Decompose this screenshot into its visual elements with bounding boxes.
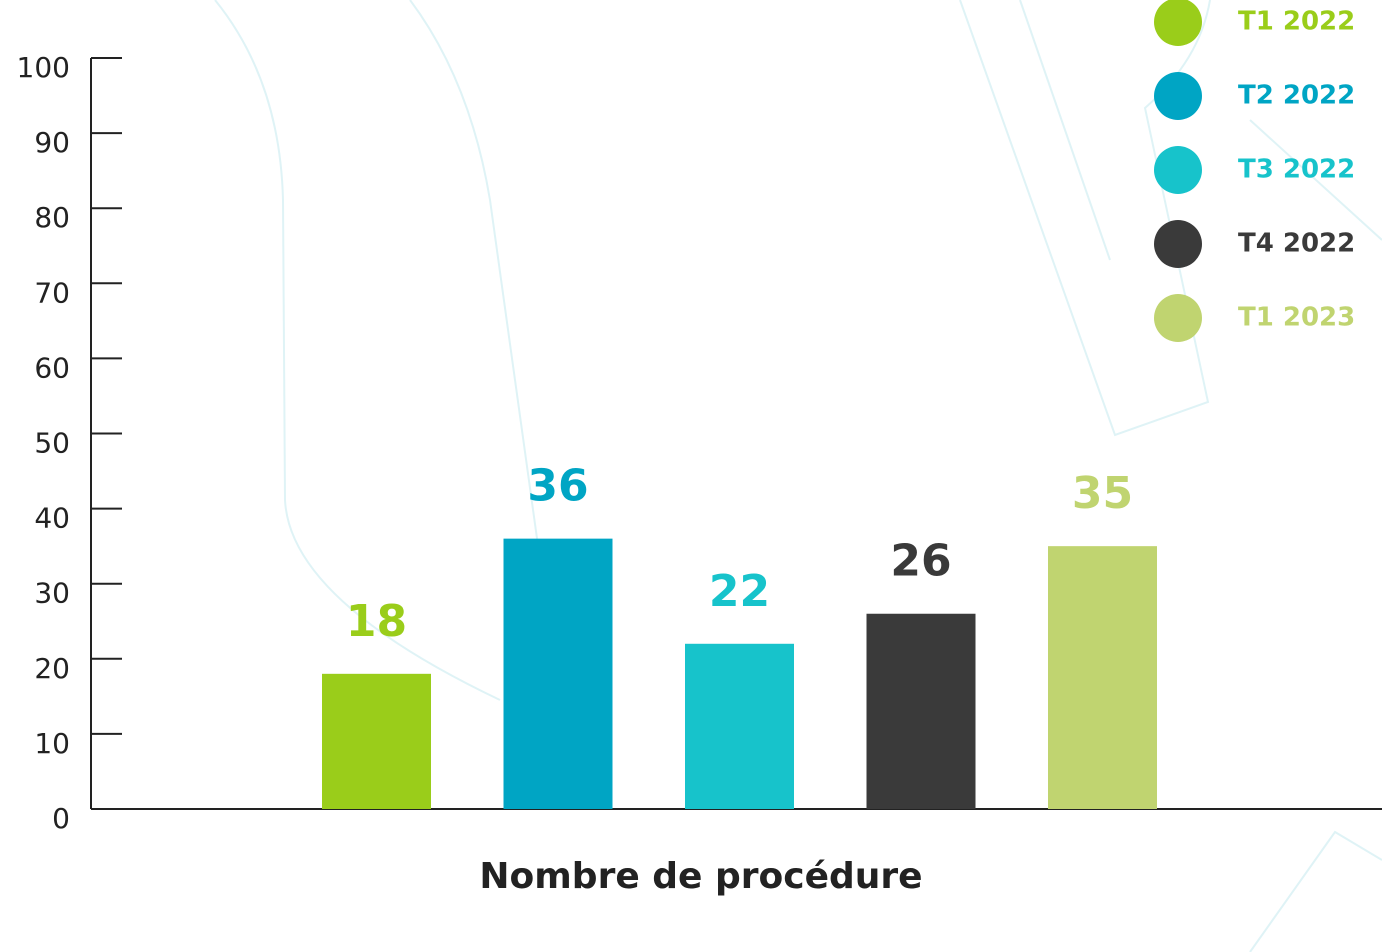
y-tick-label: 80 <box>34 201 70 234</box>
bar <box>685 643 794 809</box>
background-decoration <box>214 0 1382 952</box>
data-label: 18 <box>346 596 407 647</box>
legend-label: T1 2023 <box>1238 303 1355 333</box>
data-label: 26 <box>890 536 951 587</box>
y-tick-label: 60 <box>34 351 70 384</box>
legend-label: T2 2022 <box>1238 81 1355 111</box>
legend-swatch <box>1154 294 1202 342</box>
legend-swatch <box>1154 220 1202 268</box>
y-tick-label: 0 <box>52 802 70 835</box>
x-tick-label: Nombre de procédure <box>479 856 922 897</box>
legend-label: T3 2022 <box>1238 155 1355 185</box>
data-label: 22 <box>709 566 770 617</box>
legend-label: T1 2022 <box>1238 7 1355 37</box>
legend-swatch <box>1154 146 1202 194</box>
y-tick-label: 100 <box>17 51 70 84</box>
data-label: 36 <box>527 461 588 512</box>
bar <box>322 673 431 809</box>
legend-swatch <box>1154 0 1202 46</box>
y-tick-label: 50 <box>34 427 70 460</box>
bar <box>503 538 613 809</box>
legend-swatch <box>1154 72 1202 120</box>
legend-label: T4 2022 <box>1238 229 1355 259</box>
y-tick-label: 30 <box>34 577 70 610</box>
data-label: 35 <box>1072 468 1133 519</box>
y-tick-label: 10 <box>34 727 70 760</box>
y-tick-label: 20 <box>34 652 70 685</box>
y-tick-label: 70 <box>34 276 70 309</box>
y-tick-label: 90 <box>34 126 70 159</box>
bar <box>866 613 976 809</box>
y-tick-label: 40 <box>34 502 70 535</box>
bar <box>1048 546 1157 809</box>
